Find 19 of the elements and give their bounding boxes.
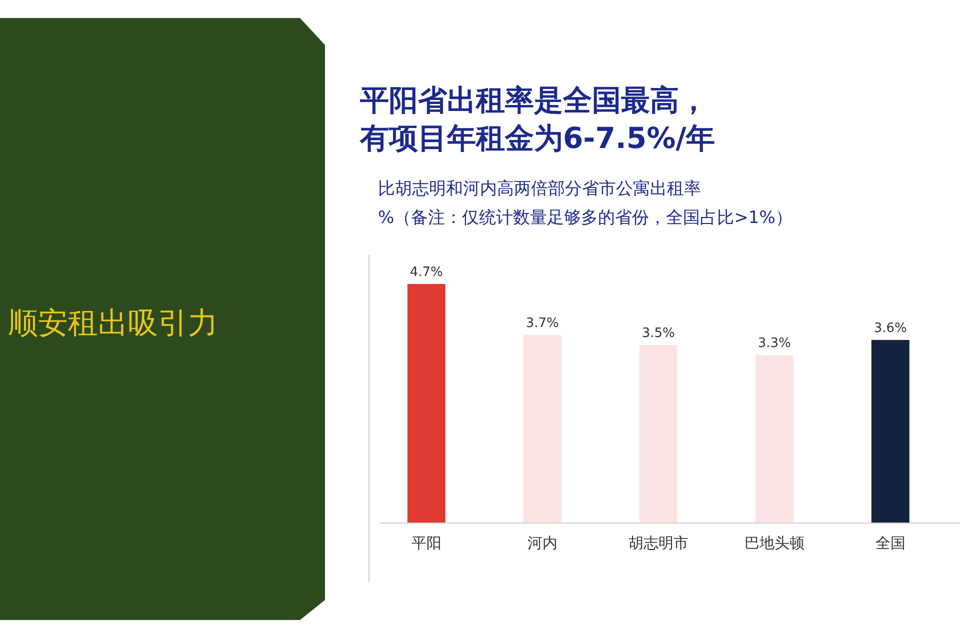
x-tick-label: 全国 [875,534,906,552]
bar [407,284,446,523]
chart-subtitle: 平阳省出租率是全国最高，有项目年租金为6-7.5%/年 [359,83,716,155]
x-tick-label: 巴地头顿 [744,534,804,552]
data-label: 3.3% [758,336,791,352]
data-label: 3.6% [874,320,907,336]
text: 顺安租出吸引力 [8,306,218,341]
bar [755,355,794,523]
x-tick-label: 河内 [527,534,558,552]
bar [523,334,562,523]
data-label: 3.7% [526,316,559,331]
text: 比胡志明和河内高两倍部分省市公寓出租率 [378,179,701,199]
bar [639,345,678,523]
x-tick-label: 平阳 [411,534,442,552]
x-tick-label: 胡志明市 [628,534,688,552]
text: %（备注：仅统计数量足够多的省份，全国占比>1%） [378,208,792,228]
data-label: 4.7% [410,265,443,280]
data-label: 3.5% [642,326,675,342]
bar [871,340,910,523]
